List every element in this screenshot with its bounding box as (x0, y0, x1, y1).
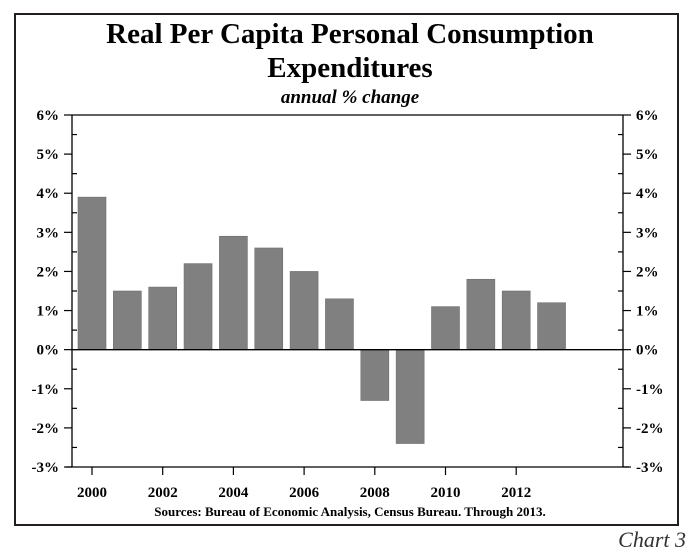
x-tick-label: 2010 (431, 485, 461, 501)
y-tick-label-left: -3% (32, 460, 60, 476)
chart-number: Chart 3 (618, 527, 686, 552)
bar-2008 (360, 349, 390, 401)
bar-2013 (537, 302, 566, 350)
y-tick-label-right: 3% (636, 225, 659, 241)
chart-title-line1: Real Per Capita Personal Consumption (106, 18, 594, 50)
x-tick-label: 2004 (218, 485, 249, 501)
x-tick-label: 2000 (77, 485, 107, 501)
bar-2010 (431, 306, 460, 350)
chart-subtitle: annual % change (280, 87, 420, 108)
y-tick-label-right: -1% (636, 382, 664, 398)
chart-title-line2: Expenditures (267, 52, 433, 84)
bar-2012 (501, 290, 531, 350)
y-tick-label-left: 1% (37, 304, 60, 320)
y-tick-label-right: -3% (636, 460, 664, 476)
y-tick-label-right: 6% (636, 108, 659, 124)
y-tick-label-left: -2% (32, 421, 60, 437)
bar-2011 (466, 278, 496, 350)
y-tick-label-right: 4% (636, 186, 659, 202)
y-tick-label-right: 0% (636, 343, 659, 359)
x-tick-label: 2008 (360, 485, 390, 501)
x-tick-label: 2002 (148, 485, 178, 501)
chart-frame (14, 13, 679, 526)
y-tick-label-left: -1% (32, 382, 60, 398)
bar-2005 (254, 247, 284, 350)
bar-2006 (289, 271, 319, 350)
bar-2004 (219, 235, 248, 350)
y-tick-label-left: 6% (37, 108, 60, 124)
y-tick-label-right: 5% (636, 147, 659, 163)
bar-2003 (183, 263, 213, 350)
y-tick-label-left: 3% (37, 225, 60, 241)
x-tick-label: 2012 (501, 485, 531, 501)
bar-2009 (395, 349, 425, 444)
y-tick-label-right: 2% (636, 264, 659, 280)
y-tick-label-left: 4% (37, 186, 60, 202)
bar-2002 (148, 286, 177, 350)
bar-2000 (77, 196, 107, 350)
chart-source: Sources: Bureau of Economic Analysis, Ce… (154, 504, 546, 519)
y-tick-label-left: 2% (37, 264, 60, 280)
y-tick-label-left: 5% (37, 147, 60, 163)
x-tick-label: 2006 (289, 485, 320, 501)
y-tick-label-left: 0% (37, 343, 60, 359)
bar-2001 (113, 290, 142, 350)
y-tick-label-right: 1% (636, 304, 659, 320)
bar-2007 (325, 298, 354, 350)
y-tick-label-right: -2% (636, 421, 664, 437)
